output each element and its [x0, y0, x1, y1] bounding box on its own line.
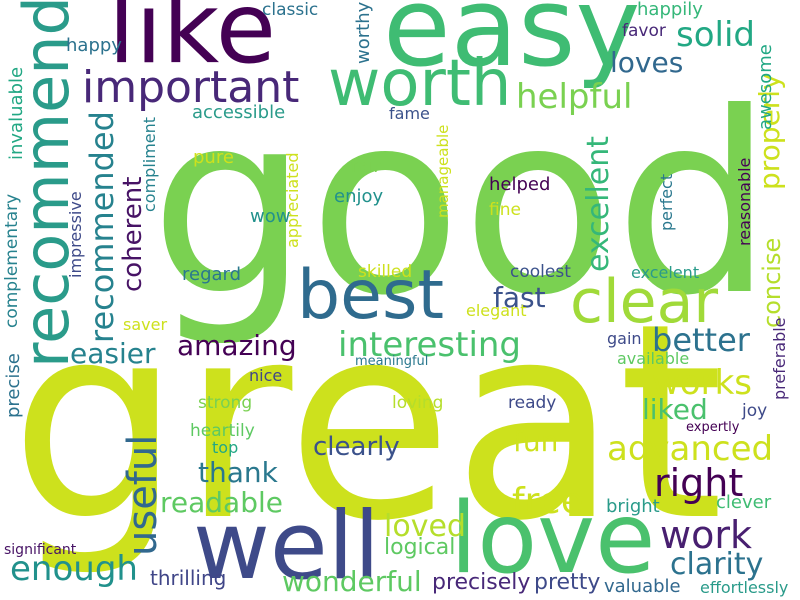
cloud-word: helpful — [516, 77, 633, 117]
cloud-word: reasonable — [735, 157, 754, 246]
cloud-word: compliment — [140, 116, 159, 212]
cloud-word: loved — [384, 509, 466, 544]
cloud-word: advanced — [607, 429, 774, 469]
cloud-word: impressive — [66, 191, 85, 278]
cloud-word: top — [212, 438, 239, 457]
cloud-word: best — [297, 256, 445, 335]
cloud-word: accessible — [192, 102, 286, 123]
cloud-word: nice — [249, 366, 283, 385]
cloud-word: clear — [570, 267, 719, 337]
cloud-word: thrilling — [150, 566, 227, 590]
cloud-word: great — [10, 265, 724, 580]
cloud-word: happy — [66, 35, 122, 56]
cloud-word: worth — [328, 47, 512, 121]
cloud-word: preferable — [770, 317, 789, 400]
cloud-word: regard — [182, 264, 242, 285]
cloud-word: amazing — [177, 329, 297, 362]
cloud-word: precisely — [432, 570, 531, 595]
cloud-word: worthy — [353, 1, 374, 64]
cloud-word: easy — [383, 0, 641, 91]
cloud-word: classic — [262, 0, 319, 20]
cloud-word: important — [82, 62, 300, 113]
cloud-word: excellent — [581, 135, 616, 272]
cloud-word: fast — [493, 281, 546, 314]
cloud-word: manageable — [434, 124, 452, 218]
cloud-word: helped — [489, 174, 551, 195]
cloud-word: logical — [384, 535, 456, 560]
cloud-word: liked — [642, 393, 708, 426]
cloud-word: meaningful — [355, 354, 429, 369]
cloud-word: valuable — [604, 576, 681, 597]
cloud-word: fame — [389, 104, 430, 123]
cloud-word: love — [450, 482, 656, 596]
cloud-word: available — [617, 349, 690, 368]
cloud-word: elegant — [466, 301, 527, 320]
cloud-word: pure — [193, 147, 234, 168]
cloud-word: wonderful — [282, 565, 422, 598]
cloud-word: interesting — [338, 325, 522, 365]
cloud-word: ready — [508, 393, 557, 413]
cloud-word: well — [193, 492, 380, 600]
cloud-word: good — [150, 59, 774, 350]
cloud-word: right — [654, 461, 744, 505]
cloud-word: heartily — [190, 421, 255, 441]
cloud-word: readable — [160, 486, 283, 519]
cloud-word: clever — [716, 492, 772, 513]
cloud-word: concise — [758, 237, 786, 328]
cloud-word: loves — [610, 46, 684, 79]
cloud-word: recommended — [83, 111, 121, 343]
cloud-word: works — [652, 363, 752, 403]
cloud-word: easier — [70, 337, 156, 370]
cloud-word: happily — [637, 0, 703, 20]
cloud-word: appreciated — [283, 152, 302, 248]
cloud-word: loving — [392, 393, 444, 413]
cloud-word: fair — [351, 156, 381, 177]
cloud-word: solid — [676, 15, 755, 55]
cloud-word: significant — [4, 542, 77, 558]
cloud-word: fun — [513, 425, 559, 458]
cloud-word: bright — [606, 496, 660, 517]
cloud-word: complementary — [2, 193, 22, 328]
cloud-word: skilled — [358, 262, 413, 282]
cloud-word: favor — [622, 21, 666, 41]
cloud-word: enough — [10, 549, 138, 589]
cloud-word: useful — [120, 434, 166, 556]
cloud-word: work — [660, 513, 752, 557]
cloud-word: thank — [198, 456, 278, 489]
cloud-word: wow — [250, 206, 291, 227]
cloud-word: effortlessly — [700, 578, 789, 597]
cloud-word: pretty — [534, 570, 601, 595]
cloud-word: saver — [123, 315, 168, 334]
cloud-word: clearly — [313, 432, 400, 462]
cloud-word: free — [512, 481, 583, 522]
cloud-word: awesome — [755, 44, 776, 130]
cloud-word: better — [652, 321, 750, 359]
cloud-word: precise — [3, 353, 24, 418]
cloud-word: excelent — [631, 263, 700, 282]
cloud-word: invaluable — [6, 66, 27, 160]
cloud-word: expertly — [686, 420, 740, 435]
cloud-word: joy — [742, 401, 768, 421]
cloud-word: perfect — [657, 173, 676, 231]
cloud-word: coolest — [510, 262, 571, 282]
cloud-word: clarity — [670, 547, 764, 582]
cloud-word: enjoy — [334, 186, 384, 207]
cloud-word: strong — [198, 393, 253, 413]
cloud-word: gain — [607, 329, 642, 348]
cloud-word: like — [108, 0, 277, 86]
cloud-word: fine — [489, 200, 521, 220]
